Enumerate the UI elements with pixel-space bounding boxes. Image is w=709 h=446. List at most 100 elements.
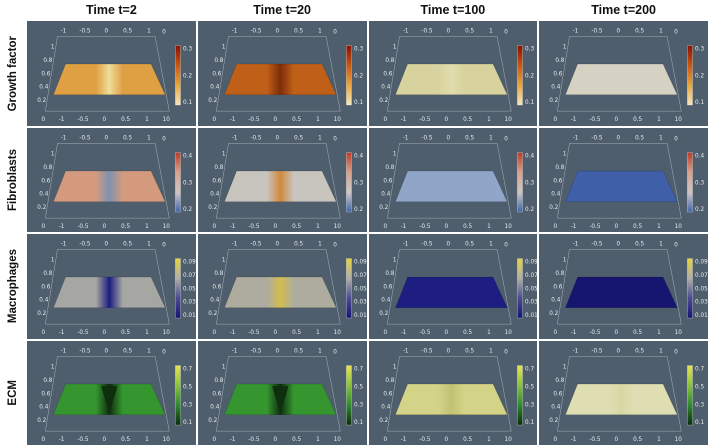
x-axis-tick: 1 [147,348,151,354]
corner-tick: 0 [674,349,678,355]
surface-plot: -1 -0.5 0 0.5 1 010.80.60.40.20 -1 -0.5 0 0.5 1 100… [368,340,538,445]
colorbar [516,45,523,106]
corner-tick: 0 [383,436,387,442]
x-axis-tick: 0.5 [635,348,644,354]
corner-tick: 0 [504,136,508,142]
z-axis-tick: 0.6 [212,178,221,184]
x-axis-tick: 0.5 [121,436,130,442]
x-axis-tick: 0 [275,28,279,34]
colorbar-tick: 0.1 [695,419,704,425]
z-axis-tick: 0.2 [208,98,217,104]
x-axis-tick: 0 [104,348,108,354]
x-axis-tick: 0.5 [633,223,642,229]
colorbar-tick: 0.3 [525,47,534,53]
x-axis-tick: 1 [147,28,151,34]
x-axis-tick: -1 [400,330,406,336]
surface [565,170,678,202]
z-axis-tick: 0.4 [381,298,390,304]
x-axis-tick: -0.5 [248,330,259,336]
surface-plot: -1 -0.5 0 0.5 1 010.80.60.40.20 -1 -0.5 0 0.5 1 100… [539,340,708,445]
panel-growth-factor-t2: -1 -0.5 0 0.5 1 0 1 0.8 0.6 0.4 0.2 0 -1 -0.5 0 0.5 1 10 0… [27,21,196,126]
z-axis-tick: 0.4 [552,85,561,91]
colorbar [346,45,352,106]
x-axis-tick: 0 [444,330,448,336]
colorbar-tick: 0.09 [695,260,708,266]
x-axis-tick: -1 [573,348,579,354]
x-axis-tick: 0.5 [465,135,474,141]
z-axis-tick: 1 [222,151,226,157]
x-axis-tick: 1 [316,117,320,123]
column-header-t20: Time t=20 [197,1,367,19]
x-axis-tick: 0.5 [294,348,303,354]
x-axis-tick: 0.5 [123,28,132,34]
corner-tick: 0 [162,242,166,248]
corner-tick: 10 [504,117,512,123]
colorbar-tick: 0.2 [525,73,534,79]
x-axis-tick: 0.5 [292,330,301,336]
z-axis-tick: 0.2 [379,311,388,317]
x-axis-tick: 1 [147,135,151,141]
colorbar-tick: 0.5 [695,384,704,390]
surface [565,383,678,415]
z-axis-tick: 0.8 [385,164,394,170]
x-axis-tick: -1 [59,436,65,442]
x-axis-tick: 1 [659,28,663,34]
x-axis-tick: 0.5 [294,28,303,34]
x-axis-tick: 0 [273,223,277,229]
surface [53,63,166,95]
z-axis-tick: 0.8 [556,58,565,64]
x-axis-tick: -0.5 [421,348,432,354]
column-header-t200: Time t=200 [539,1,708,19]
x-axis-tick: -1 [61,28,67,34]
surface-plot: -1 -0.5 0 0.5 1 010.80.60.40.20 -1 -0.5 0 0.5 1 100… [539,234,708,339]
corner-tick: 0 [212,330,216,336]
colorbar-tick: 0.4 [525,153,534,159]
panel-ecm-t100: -1 -0.5 0 0.5 1 0 1 0.8 0.6 0.4 0.2 0 -1 -0.5 0 0.5 1 10 0… [368,340,538,445]
corner-tick: 0 [674,136,678,142]
x-axis-tick: -0.5 [421,28,432,34]
corner-tick: 0 [674,29,678,35]
x-axis-tick: 0.5 [465,348,474,354]
colorbar-tick: 0.03 [183,300,196,306]
x-axis-tick: 1 [657,223,661,229]
panel-growth-factor-t200: -1 -0.5 0 0.5 1 0 1 0.8 0.6 0.4 0.2 0 -1 -0.5 0 0.5 1 10 0… [539,21,708,126]
row-label-ecm: ECM [1,340,25,445]
z-axis-tick: 0.2 [550,204,559,210]
z-axis-tick: 0.2 [379,417,388,423]
x-axis-tick: 1 [487,436,491,442]
x-axis-tick: 0.5 [463,330,472,336]
z-axis-tick: 0.6 [554,178,563,184]
colorbar-tick: 0.3 [695,180,704,186]
x-axis-tick: 0.5 [123,348,132,354]
x-axis-tick: 0 [446,135,450,141]
x-axis-tick: 0.5 [294,135,303,141]
x-axis-tick: 0.5 [635,135,644,141]
z-axis-tick: 0.2 [208,204,217,210]
x-axis-tick: 1 [487,117,491,123]
x-axis-tick: 0 [273,436,277,442]
z-axis-tick: 0.8 [556,377,565,383]
x-axis-tick: 1 [316,330,320,336]
z-axis-tick: 0.6 [554,391,563,397]
z-axis-tick: 1 [563,151,567,157]
x-axis-tick: -0.5 [79,28,90,34]
row-label-text: Growth factor [7,35,19,111]
colorbar-tick: 0.7 [695,366,704,372]
surface [394,63,508,95]
corner-tick: 10 [333,223,341,229]
surface [394,383,508,415]
z-axis-tick: 0.4 [39,191,48,197]
x-axis-tick: 0 [446,28,450,34]
corner-tick: 0 [383,117,387,123]
z-axis-tick: 0.6 [212,391,221,397]
column-header-t100: Time t=100 [368,1,538,19]
x-axis-tick: -1 [61,348,67,354]
colorbar [175,258,181,319]
x-axis-tick: -0.5 [419,436,430,442]
z-axis-tick: 0.4 [381,404,390,410]
corner-spacer [1,1,25,19]
panel-growth-factor-t20: -1 -0.5 0 0.5 1 0 1 0.8 0.6 0.4 0.2 0 -1 -0.5 0 0.5 1 10 0… [197,21,367,126]
x-axis-tick: -1 [400,117,406,123]
colorbar-tick: 0.03 [525,300,538,306]
row-label-text: Fibroblasts [7,148,19,211]
